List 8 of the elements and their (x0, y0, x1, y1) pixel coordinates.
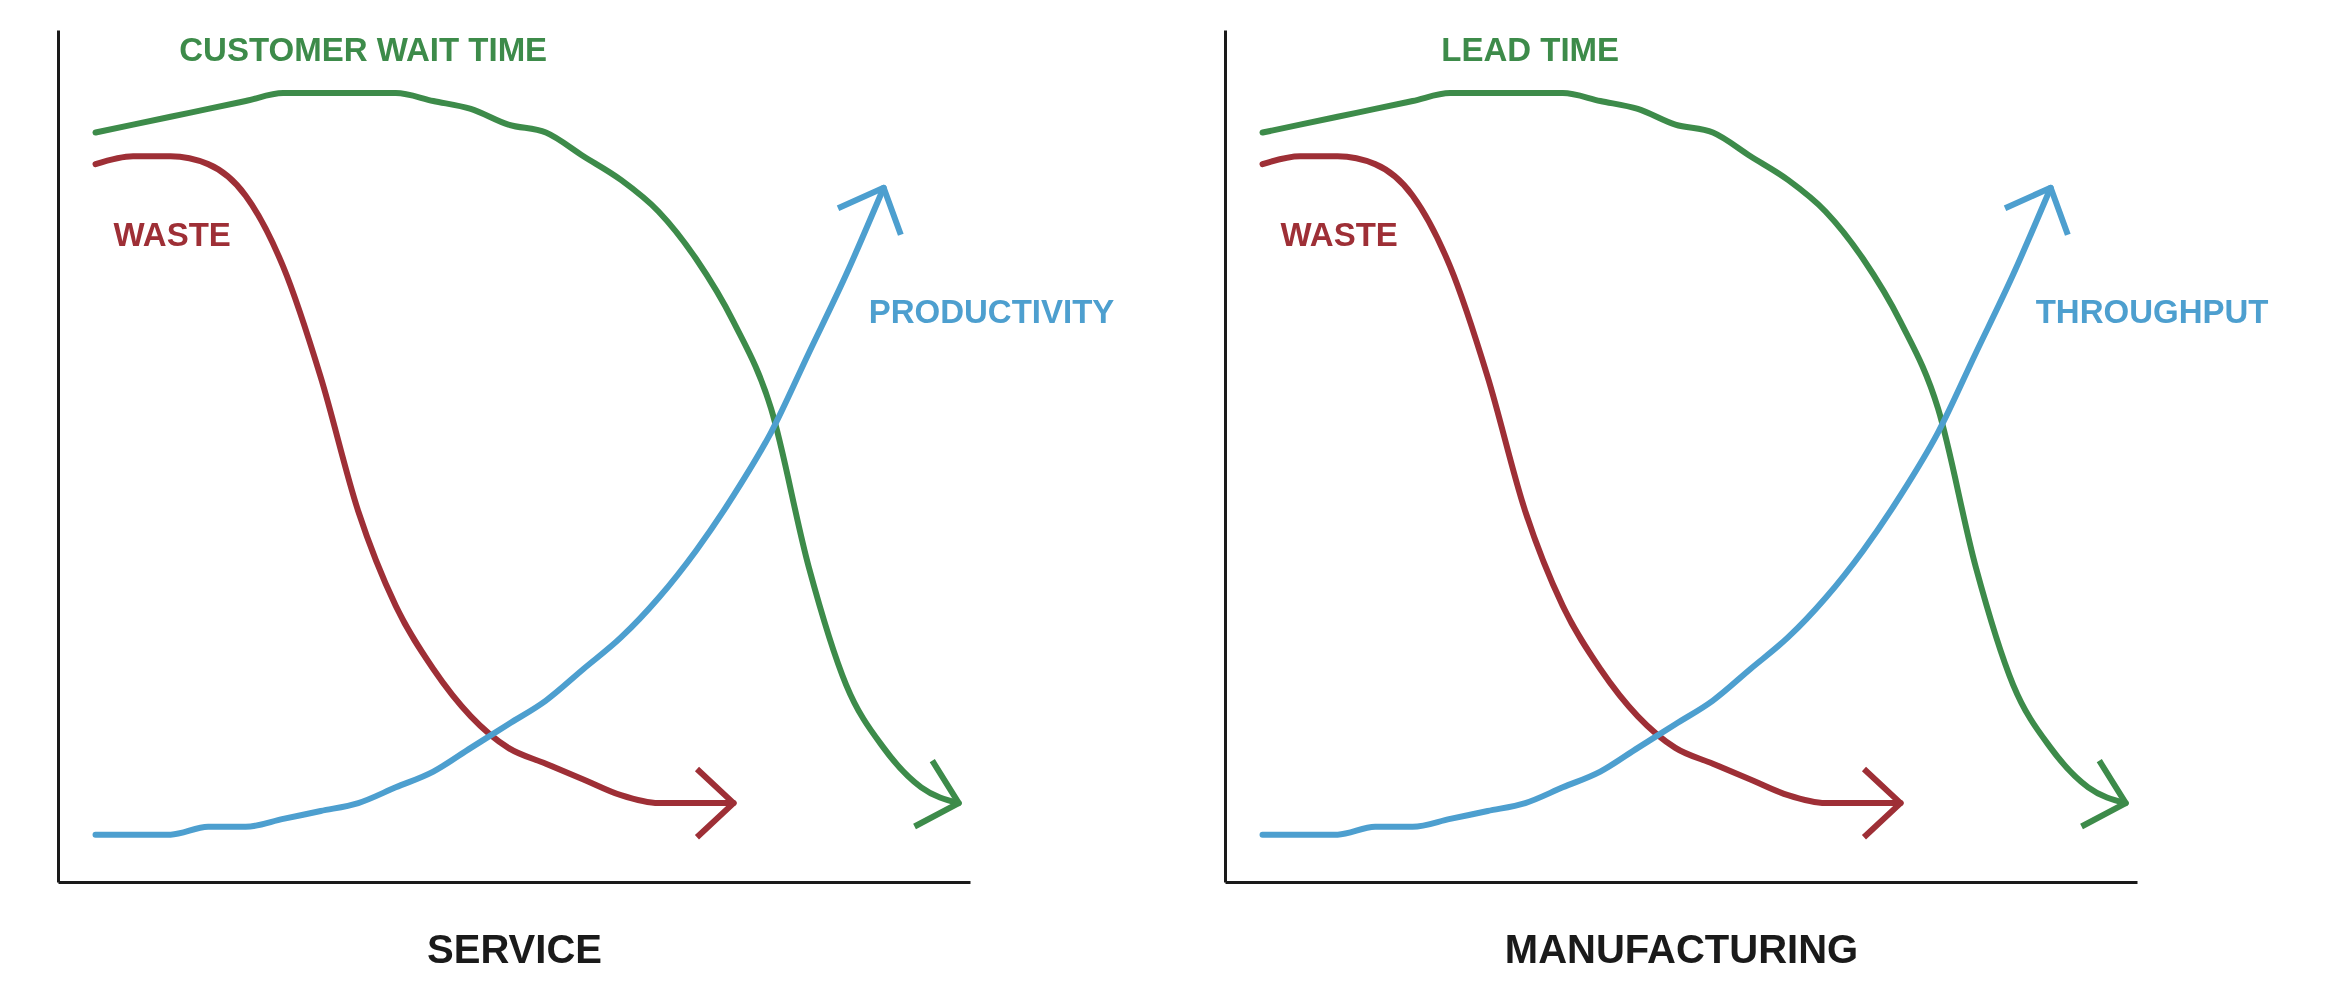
x-axis-title: SERVICE (427, 926, 602, 971)
series-label: PRODUCTIVITY (868, 292, 1115, 330)
series-label: WASTE (1280, 216, 1398, 254)
series-label: LEAD TIME (1441, 31, 1620, 69)
series-label: CUSTOMER WAIT TIME (179, 31, 548, 69)
x-axis-title: MANUFACTURING (1504, 926, 1859, 971)
series-label: WASTE (113, 216, 231, 254)
series-label: THROUGHPUT (2035, 292, 2269, 330)
